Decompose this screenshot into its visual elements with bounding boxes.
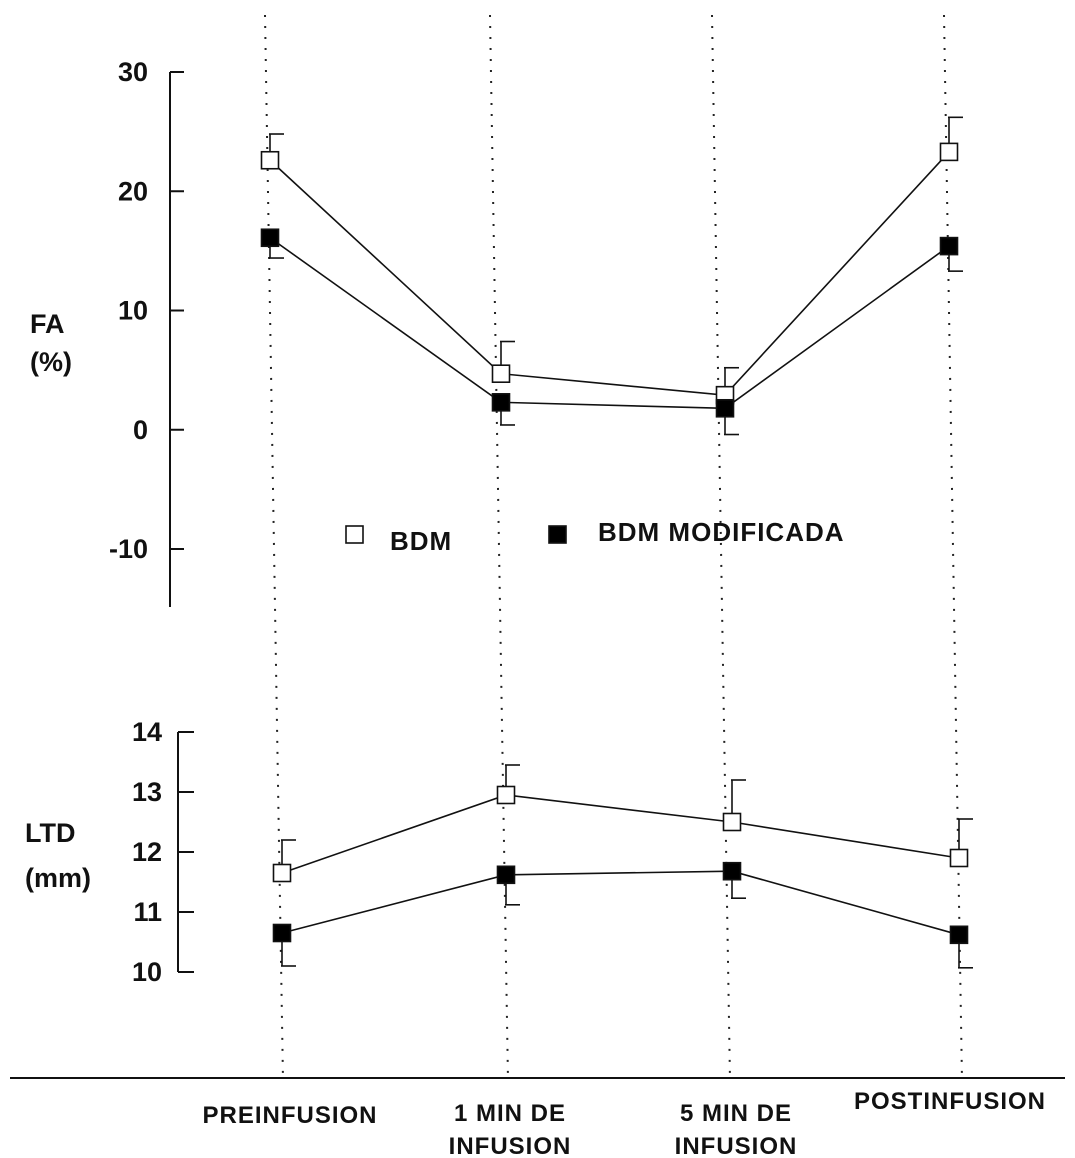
series-line-bdm — [269, 151, 950, 397]
legend-label-1: BDM MODIFICADA — [598, 517, 845, 547]
y-axis-title-line: (%) — [30, 347, 72, 377]
bdm-modificada-point — [260, 228, 280, 248]
y-tick-label: 20 — [118, 176, 148, 206]
bdm-point — [260, 150, 280, 170]
y-tick-label: 13 — [132, 777, 162, 807]
category-label-1: INFUSION — [449, 1133, 572, 1158]
bdm-modificada-point — [722, 861, 742, 881]
category-labels: PREINFUSION 1 MIN DE INFUSION 5 MIN DE INFUS… — [202, 1088, 1046, 1158]
y-tick-label: 0 — [133, 415, 148, 445]
category-guide-1 — [489, 14, 509, 1081]
y-axis-title-line: (mm) — [25, 863, 91, 893]
bdm-point — [272, 863, 292, 883]
y-tick-label: 10 — [132, 957, 162, 987]
category-label-2: 5 MIN DE — [680, 1100, 792, 1127]
category-guide-2 — [711, 14, 731, 1081]
series-line-bdm-modificada — [269, 237, 950, 410]
category-label-0: PREINFUSION — [202, 1102, 377, 1129]
bdm-modificada-point — [496, 865, 516, 885]
y-tick-label: 30 — [118, 57, 148, 87]
bdm-modificada-point — [939, 236, 959, 256]
legend-marker-0 — [345, 525, 364, 544]
y-axis-title-line: FA — [30, 309, 65, 339]
category-guides — [264, 14, 963, 1081]
legend: BDM BDM MODIFICADA — [345, 517, 845, 556]
ltd-panel: 14 13 12 11 10 LTD (mm) — [25, 717, 973, 987]
y-tick-label: 11 — [133, 897, 162, 927]
bdm-modificada-point — [491, 393, 511, 412]
bdm-point — [491, 364, 511, 384]
category-label-2: INFUSION — [675, 1133, 798, 1158]
bdm-point — [722, 812, 742, 832]
legend-label-0: BDM — [390, 526, 452, 556]
series-line-bdm — [281, 794, 960, 874]
category-guide-0 — [264, 14, 284, 1081]
category-label-3: POSTINFUSION — [854, 1088, 1046, 1115]
legend-marker-1 — [548, 525, 567, 544]
bdm-point — [939, 142, 959, 162]
y-axis-title-line: LTD — [25, 818, 75, 848]
bdm-modificada-point — [272, 923, 292, 943]
y-tick-label: 12 — [132, 837, 162, 867]
y-tick-label: -10 — [109, 534, 148, 564]
category-label-1: 1 MIN DE — [454, 1100, 566, 1127]
category-guide-3 — [943, 14, 963, 1081]
fa-panel: 30 20 10 0 -10 FA (%) — [30, 57, 963, 607]
y-tick-label: 14 — [132, 717, 162, 747]
y-tick-label: 10 — [118, 296, 148, 326]
bdm-point — [496, 785, 516, 805]
bdm-point — [949, 848, 969, 868]
bdm-modificada-point — [715, 398, 735, 418]
bdm-modificada-point — [949, 925, 969, 945]
series-line-bdm-modificada — [281, 870, 960, 936]
